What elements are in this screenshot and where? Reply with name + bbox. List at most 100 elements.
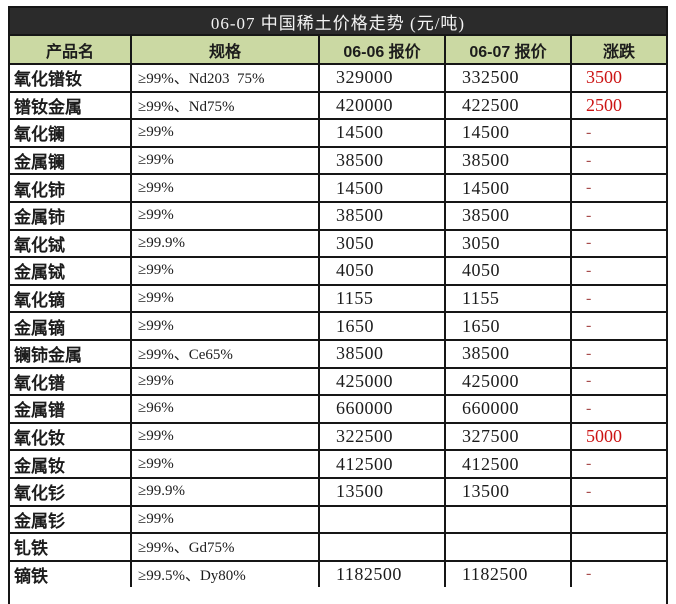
spec-cell: ≥99%、Nd75% <box>132 92 320 119</box>
price-0607-cell: 14500 <box>446 175 572 201</box>
price-0606-cell: 4050 <box>320 258 446 284</box>
spec-cell: ≥99.9% <box>132 230 320 257</box>
column-header-change: 涨跌 <box>602 43 635 61</box>
table-row: 金属镨 ≥96% 660000 660000 - <box>10 394 666 422</box>
price-0607-cell: 660000 <box>446 396 572 422</box>
price-0606-cell: 322500 <box>320 423 446 450</box>
price-0607-cell <box>446 534 572 560</box>
spec-cell: ≥99% <box>132 120 320 146</box>
change-cell: - <box>586 565 592 583</box>
spec-cell: ≥99% <box>132 285 320 312</box>
spec-cell: ≥99%、Nd203 75% <box>132 65 320 91</box>
price-0606-cell: 425000 <box>320 368 446 395</box>
change-cell: - <box>586 179 592 197</box>
price-0606-cell: 420000 <box>320 92 446 119</box>
table-row: 金属铈 ≥99% 38500 38500 - <box>10 200 666 229</box>
change-cell: - <box>586 344 592 362</box>
table-row: 钆铁 ≥99%、Gd75% <box>10 532 666 560</box>
price-0607-cell: 422500 <box>446 92 572 119</box>
price-0606-cell: 1155 <box>320 285 446 312</box>
price-0607-cell <box>446 506 572 533</box>
price-0607-cell: 38500 <box>446 202 572 229</box>
table-body: 氧化镨钕 ≥99%、Nd203 75% 329000 332500 3500 镨… <box>10 63 666 588</box>
spec-cell: ≥99%、Ce65% <box>132 340 320 367</box>
price-0606-cell: 412500 <box>320 451 446 477</box>
change-cell: - <box>586 206 592 224</box>
change-cell: - <box>586 317 592 335</box>
product-name-cell: 氧化镧 <box>10 120 132 146</box>
change-cell: - <box>586 261 592 279</box>
table-row: 镝铁 ≥99.5%、Dy80% 1182500 1182500 - <box>10 559 666 588</box>
table-row: 氧化铽 ≥99.9% 3050 3050 - <box>10 228 666 257</box>
change-cell: - <box>586 289 592 307</box>
spec-cell: ≥99.9% <box>132 478 320 505</box>
price-0606-cell: 38500 <box>320 147 446 174</box>
product-name-cell: 氧化钐 <box>10 478 132 505</box>
product-name-cell: 镧铈金属 <box>10 340 132 367</box>
change-cell <box>572 507 666 533</box>
price-0606-cell: 329000 <box>320 65 446 91</box>
spec-cell: ≥99% <box>132 451 320 477</box>
change-cell: - <box>586 482 592 500</box>
spec-cell: ≥99% <box>132 423 320 450</box>
product-name-cell: 金属铈 <box>10 202 132 229</box>
price-0606-cell <box>320 506 446 533</box>
price-0606-cell <box>320 534 446 560</box>
change-cell: - <box>586 455 592 473</box>
spec-cell: ≥99% <box>132 368 320 395</box>
price-0606-cell: 1182500 <box>320 561 446 588</box>
price-0607-cell: 332500 <box>446 65 572 91</box>
price-0606-cell: 3050 <box>320 230 446 257</box>
price-0607-cell: 13500 <box>446 478 572 505</box>
table-row: 镨钕金属 ≥99%、Nd75% 420000 422500 2500 <box>10 90 666 119</box>
spec-cell: ≥99% <box>132 258 320 284</box>
change-cell: - <box>586 123 592 141</box>
change-cell: - <box>586 372 592 390</box>
price-0606-cell: 38500 <box>320 340 446 367</box>
table-row: 金属钐 ≥99% <box>10 504 666 533</box>
price-0607-cell: 4050 <box>446 258 572 284</box>
product-name-cell: 金属镝 <box>10 313 132 339</box>
product-name-cell: 金属镨 <box>10 396 132 422</box>
table-header-row: 产品名 规格 06-06 报价 06-07 报价 涨跌 <box>10 34 666 63</box>
table-row: 氧化钕 ≥99% 322500 327500 5000 <box>10 421 666 450</box>
price-0606-cell: 38500 <box>320 202 446 229</box>
change-cell <box>572 534 666 560</box>
table-row: 金属镧 ≥99% 38500 38500 - <box>10 145 666 174</box>
product-name-cell: 金属钐 <box>10 506 132 533</box>
price-0607-cell: 38500 <box>446 147 572 174</box>
table-row: 金属镝 ≥99% 1650 1650 - <box>10 311 666 339</box>
spec-cell: ≥99% <box>132 147 320 174</box>
price-0607-cell: 3050 <box>446 230 572 257</box>
price-0606-cell: 13500 <box>320 478 446 505</box>
price-0607-cell: 327500 <box>446 423 572 450</box>
table-row: 氧化镝 ≥99% 1155 1155 - <box>10 283 666 312</box>
price-table: 06-07 中国稀土价格走势 (元/吨) 产品名 规格 06-06 报价 06-… <box>8 6 668 604</box>
price-0606-cell: 14500 <box>320 175 446 201</box>
product-name-cell: 氧化铽 <box>10 230 132 257</box>
product-name-cell: 镝铁 <box>10 561 132 588</box>
spec-cell: ≥96% <box>132 396 320 422</box>
table-row: 氧化铈 ≥99% 14500 14500 - <box>10 173 666 201</box>
price-0607-cell: 412500 <box>446 451 572 477</box>
price-0607-cell: 38500 <box>446 340 572 367</box>
change-cell: - <box>586 234 592 252</box>
product-name-cell: 金属钕 <box>10 451 132 477</box>
product-name-cell: 金属铽 <box>10 258 132 284</box>
change-cell: 3500 <box>586 67 622 88</box>
column-header-price-0606: 06-06 报价 <box>320 36 446 63</box>
price-0606-cell: 1650 <box>320 313 446 339</box>
spec-cell: ≥99% <box>132 175 320 201</box>
spec-cell: ≥99%、Gd75% <box>132 534 320 560</box>
table-row: 金属钕 ≥99% 412500 412500 - <box>10 449 666 477</box>
product-name-cell: 镨钕金属 <box>10 92 132 119</box>
table-row: 镧铈金属 ≥99%、Ce65% 38500 38500 - <box>10 338 666 367</box>
product-name-cell: 氧化镨钕 <box>10 65 132 91</box>
table-row: 氧化镨 ≥99% 425000 425000 - <box>10 366 666 395</box>
change-cell: - <box>586 399 592 417</box>
price-0606-cell: 14500 <box>320 120 446 146</box>
table-row: 金属铽 ≥99% 4050 4050 - <box>10 256 666 284</box>
product-name-cell: 氧化镨 <box>10 368 132 395</box>
price-0607-cell: 1155 <box>446 285 572 312</box>
